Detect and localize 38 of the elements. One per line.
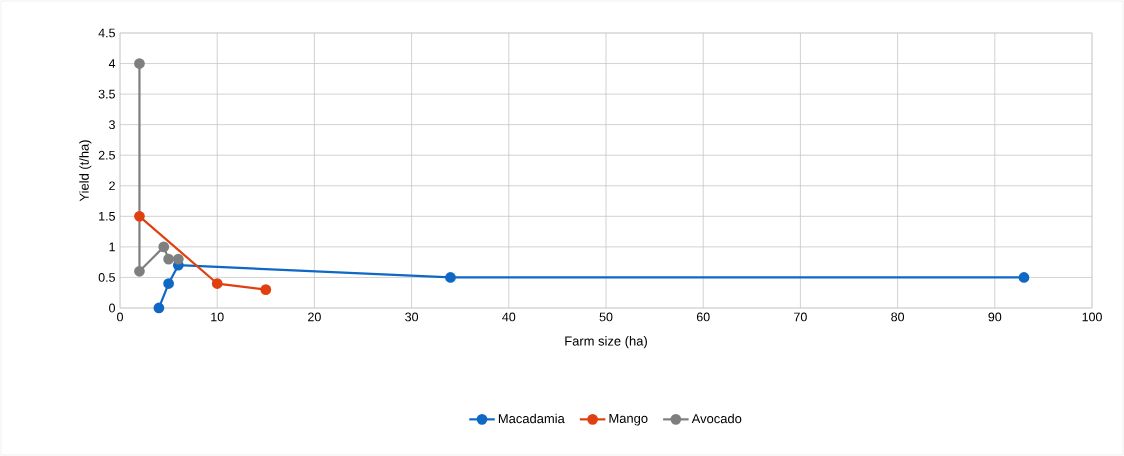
x-tick-label: 60 [696, 312, 710, 322]
x-tick-label: 50 [599, 312, 613, 322]
x-tick-label: 0 [117, 312, 123, 322]
point [172, 253, 184, 265]
point [445, 272, 456, 283]
y-tick-label: 4.5 [98, 28, 115, 38]
y-tick-label: 0 [109, 303, 116, 313]
legend-label: Avocado [691, 413, 742, 424]
x-tick-label: 70 [794, 312, 807, 322]
x-tick-label: 30 [405, 312, 419, 322]
point [134, 58, 145, 69]
y-tick-label: 3.5 [98, 89, 115, 99]
point [163, 278, 174, 289]
y-tick-label: 3 [109, 120, 115, 130]
point [163, 253, 174, 265]
x-tick-label: 10 [211, 312, 224, 322]
x-tick-label: 80 [891, 312, 905, 322]
point [260, 284, 272, 296]
point [1018, 272, 1030, 283]
point [153, 302, 165, 314]
y-tick-label: 4 [108, 59, 116, 68]
legend-label: Mango [609, 413, 648, 426]
y-tick-label: 2.5 [98, 150, 115, 160]
y-tick-label: 1.5 [99, 211, 115, 221]
x-tick-label: 40 [502, 312, 516, 322]
y-axis-title: Yield (t/ha) [79, 140, 92, 202]
legend-label: Macadamia [498, 413, 565, 424]
x-tick-label: 100 [1082, 312, 1102, 322]
y-tick-label: 0.5 [98, 273, 115, 282]
x-axis-title: Farm size (ha) [565, 336, 647, 349]
x-tick-label: 90 [988, 312, 1002, 322]
y-tick-label: 2 [109, 181, 115, 191]
point [134, 265, 145, 277]
point [211, 278, 223, 289]
y-tick-label: 1 [109, 242, 115, 252]
point [134, 210, 145, 222]
x-tick-label: 20 [308, 312, 321, 322]
point [158, 241, 170, 253]
